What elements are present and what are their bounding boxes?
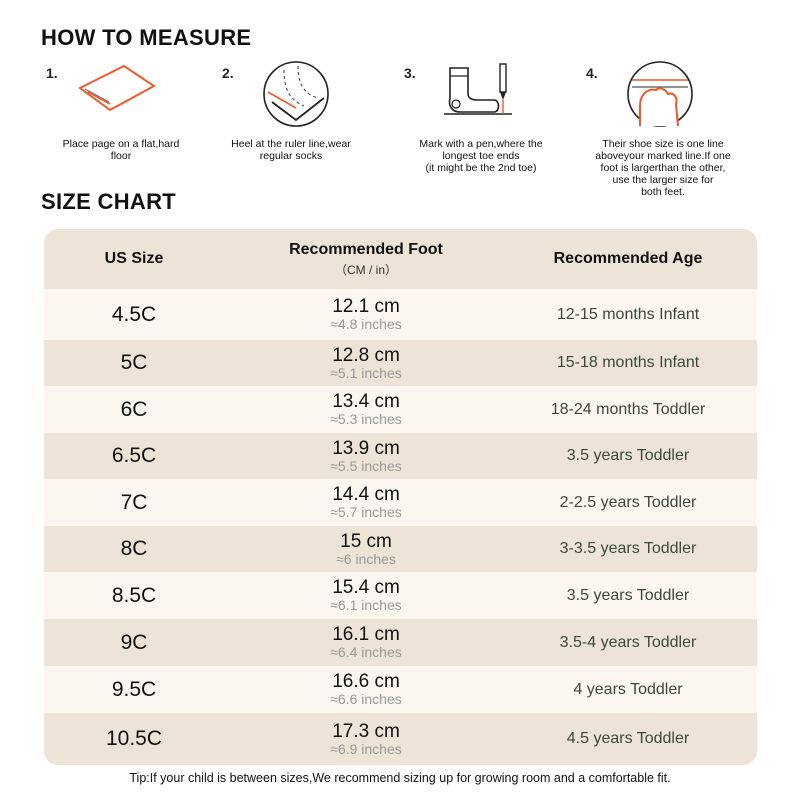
us-size-cell: 9C: [120, 630, 148, 654]
foot-line-icon: [626, 60, 694, 133]
foot-inches-cell: ≈6.1 inches: [330, 597, 402, 613]
age-cell: 15-18 months Infant: [556, 354, 700, 371]
us-size-cell: 4.5C: [111, 302, 157, 326]
us-size-cell: 8C: [120, 537, 148, 560]
foot-cm-cell: 13.9 cm: [332, 437, 400, 459]
sock-pen-icon: [442, 60, 514, 125]
table-row: 9C 16.1 cm ≈6.4 inches 3.5-4 years Toddler: [44, 619, 757, 666]
foot-cm-cell: 12.8 cm: [332, 344, 400, 366]
foot-inches-cell: ≈5.3 inches: [330, 411, 402, 427]
age-cell: 2-2.5 years Toddler: [559, 493, 697, 511]
foot-inches-cell: ≈5.7 inches: [330, 504, 402, 520]
foot-cm-cell: 16.6 cm: [332, 671, 400, 692]
table-row: 5C 12.8 cm ≈5.1 inches 15-18 months Infant: [44, 340, 757, 386]
sizing-tip: Tip:If your child is between sizes,We re…: [129, 771, 671, 785]
foot-cm-cell: 16.1 cm: [332, 624, 400, 645]
heel-ruler-icon: [262, 60, 330, 133]
foot-inches-cell: ≈6.6 inches: [330, 691, 402, 707]
step-caption: Heel at the ruler line,wear regular sock…: [231, 138, 351, 162]
foot-cm-cell: 12.1 cm: [332, 296, 400, 317]
foot-inches-cell: ≈6.4 inches: [330, 644, 402, 660]
age-cell: 4.5 years Toddler: [566, 730, 690, 747]
age-cell: 3.5 years Toddler: [566, 586, 690, 604]
us-size-cell: 7C: [120, 490, 148, 514]
foot-inches-cell: ≈6 inches: [336, 550, 396, 567]
foot-inches-cell: ≈6.9 inches: [330, 740, 402, 757]
header-unit-label: （CM / in）: [334, 262, 397, 277]
step-number: 2.: [222, 65, 234, 81]
table-row: 10.5C 17.3 cm ≈6.9 inches 4.5 years Toddler: [44, 713, 757, 765]
table-row: 8.5C 15.4 cm ≈6.1 inches 3.5 years Toddler: [44, 572, 757, 619]
table-row: 9.5C 16.6 cm ≈6.6 inches 4 years Toddler: [44, 666, 757, 713]
foot-cm-cell: 15.4 cm: [332, 577, 400, 598]
us-size-cell: 10.5C: [105, 727, 163, 750]
age-cell: 12-15 months Infant: [556, 305, 700, 323]
age-cell: 18-24 months Toddler: [550, 400, 706, 418]
foot-cm-cell: 14.4 cm: [332, 484, 400, 505]
step-caption: Place page on a flat,hard floor: [62, 138, 180, 162]
us-size-cell: 6.5C: [111, 444, 157, 467]
foot-cm-cell: 17.3 cm: [332, 720, 400, 742]
table-row: 4.5C 12.1 cm ≈4.8 inches 12-15 months Infan…: [44, 289, 757, 340]
table-row: 6C 13.4 cm ≈5.3 inches 18-24 months Toddler: [44, 386, 757, 433]
age-cell: 3.5 years Toddler: [566, 447, 690, 464]
paper-sheet-icon: [76, 60, 158, 125]
header-us-size: US Size: [104, 250, 164, 267]
how-to-measure-title: HOW TO MEASURE: [41, 25, 252, 50]
table-row: 6.5C 13.9 cm ≈5.5 inches 3.5 years Toddler: [44, 433, 757, 479]
size-chart-table: US Size Recommended Foot （CM / in） Recom…: [44, 229, 757, 765]
header-recommended-age: Recommended Age: [553, 250, 703, 267]
table-header-row: US Size Recommended Foot （CM / in） Recom…: [44, 229, 757, 289]
foot-cm-cell: 15 cm: [340, 530, 392, 552]
foot-cm-cell: 13.4 cm: [332, 391, 400, 412]
age-cell: 3-3.5 years Toddler: [559, 540, 697, 557]
table-row: 8C 15 cm ≈6 inches 3-3.5 years Toddler: [44, 526, 757, 572]
us-size-cell: 8.5C: [111, 583, 157, 607]
step-number: 4.: [586, 65, 598, 81]
step-number: 3.: [404, 65, 416, 81]
age-cell: 4 years Toddler: [573, 680, 683, 698]
step-caption: Mark with a pen,where the longest toe en…: [419, 138, 543, 174]
us-size-cell: 6C: [120, 397, 148, 421]
foot-inches-cell: ≈5.1 inches: [330, 364, 402, 381]
size-chart-title: SIZE CHART: [41, 189, 176, 214]
us-size-cell: 5C: [120, 351, 148, 374]
foot-inches-cell: ≈4.8 inches: [330, 316, 402, 332]
step-number: 1.: [46, 65, 58, 81]
foot-inches-cell: ≈5.5 inches: [330, 457, 402, 474]
table-row: 7C 14.4 cm ≈5.7 inches 2-2.5 years Toddler: [44, 479, 757, 526]
header-recommended-foot: Recommended Foot: [289, 240, 443, 258]
us-size-cell: 9.5C: [111, 677, 157, 701]
age-cell: 3.5-4 years Toddler: [559, 633, 697, 651]
step-caption: Their shoe size is one line aboveyour ma…: [595, 138, 731, 198]
